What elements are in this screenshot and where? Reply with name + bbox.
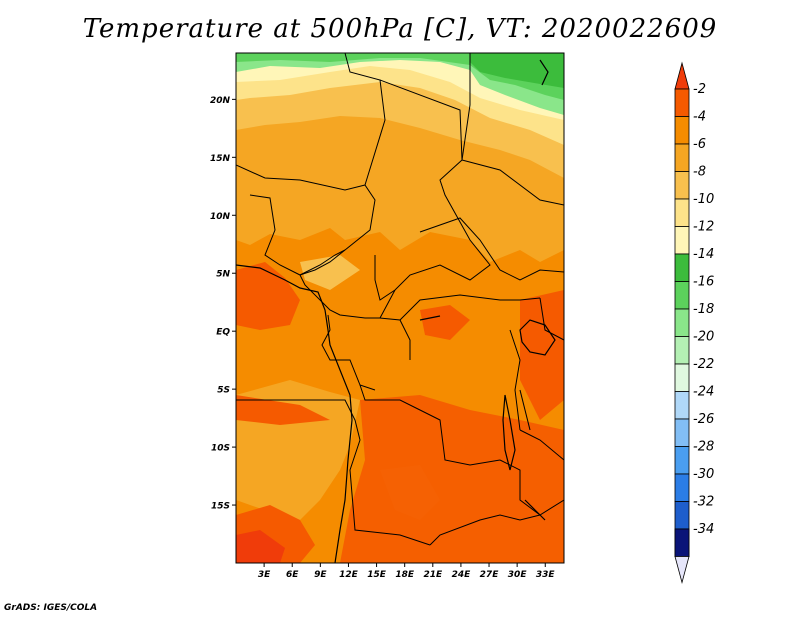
lat-tick-label: 5N bbox=[216, 270, 230, 280]
legend-swatch bbox=[674, 226, 690, 255]
legend-swatch bbox=[674, 528, 690, 557]
color-legend: -2 -4 -6 -8 -10 -12 -14 -16 -18 -20 -22 -24 -26 -28 -3… bbox=[674, 61, 714, 585]
legend-label: -22 bbox=[693, 357, 714, 372]
legend-swatch bbox=[674, 143, 690, 172]
legend-swatch bbox=[674, 253, 690, 282]
legend-label: -10 bbox=[693, 192, 714, 207]
legend-label: -14 bbox=[693, 247, 714, 262]
lat-tick-label: 20N bbox=[210, 96, 231, 106]
legend-swatch bbox=[674, 473, 690, 502]
legend-label: -26 bbox=[693, 412, 714, 427]
legend-label: -28 bbox=[693, 440, 714, 455]
legend-label: -30 bbox=[693, 467, 714, 482]
legend-swatch bbox=[674, 88, 690, 117]
lat-tick-label: 15S bbox=[211, 502, 230, 512]
lakes bbox=[419, 59, 556, 521]
legend-label: -32 bbox=[693, 495, 714, 510]
lon-tick-label: 18E bbox=[395, 570, 415, 580]
legend-swatch bbox=[674, 116, 690, 145]
lon-tick-label: 6E bbox=[286, 570, 299, 580]
legend-label: -12 bbox=[693, 220, 714, 235]
legend-swatch bbox=[674, 363, 690, 392]
map-title: Temperature at 500hPa [C], VT: 202002260… bbox=[82, 14, 718, 44]
legend-swatch bbox=[674, 501, 690, 530]
legend-swatch bbox=[674, 281, 690, 310]
legend-swatch bbox=[674, 308, 690, 337]
legend-top-arrow bbox=[674, 61, 690, 90]
temperature-field bbox=[236, 53, 564, 563]
lon-tick-label: 12E bbox=[339, 570, 359, 580]
legend-swatch bbox=[674, 198, 690, 227]
lat-tick-label: 5S bbox=[217, 386, 230, 396]
legend-label: -8 bbox=[693, 165, 706, 180]
credit-label: GrADS: IGES/COLA bbox=[4, 603, 98, 613]
lon-tick-label: 27E bbox=[480, 570, 500, 580]
legend-label: -24 bbox=[693, 385, 714, 400]
legend-label: -20 bbox=[693, 330, 714, 345]
lat-tick-label: 15N bbox=[210, 154, 231, 164]
latitude-axis: 20N 15N 10N 5N EQ 5S 10S 15S bbox=[210, 96, 236, 512]
lon-tick-label: 24E bbox=[452, 570, 472, 580]
lon-tick-label: 21E bbox=[423, 570, 443, 580]
legend-swatch bbox=[674, 171, 690, 200]
legend-label: -34 bbox=[693, 522, 714, 537]
legend-swatch bbox=[674, 336, 690, 365]
country-borders bbox=[236, 53, 564, 546]
legend-swatch bbox=[674, 418, 690, 447]
lon-tick-label: 3E bbox=[258, 570, 271, 580]
lat-tick-label: 10N bbox=[210, 212, 231, 222]
legend-label: -16 bbox=[693, 275, 714, 290]
lon-tick-label: 9E bbox=[314, 570, 327, 580]
lon-tick-label: 15E bbox=[367, 570, 387, 580]
lon-tick-label: 30E bbox=[508, 570, 528, 580]
legend-bottom-arrow bbox=[674, 556, 690, 585]
longitude-axis: 3E 6E 9E 12E 15E 18E 21E 24E 27E 30E 33E bbox=[258, 563, 556, 580]
legend-swatch bbox=[674, 391, 690, 420]
legend-swatch bbox=[674, 446, 690, 475]
lon-tick-label: 33E bbox=[536, 570, 556, 580]
legend-label: -6 bbox=[693, 137, 706, 152]
lat-tick-label: EQ bbox=[216, 328, 230, 338]
legend-label: -4 bbox=[693, 110, 706, 125]
legend-label: -18 bbox=[693, 302, 714, 317]
lat-tick-label: 10S bbox=[211, 444, 230, 454]
map-frame bbox=[235, 52, 565, 564]
coastline bbox=[236, 264, 353, 563]
legend-label: -2 bbox=[693, 82, 706, 97]
